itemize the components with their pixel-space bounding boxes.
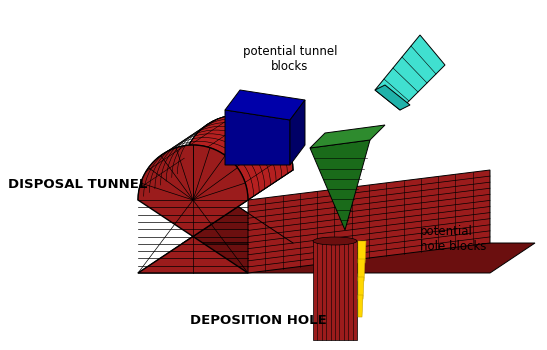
Polygon shape (248, 170, 490, 273)
Polygon shape (138, 145, 248, 273)
Polygon shape (358, 295, 363, 317)
Polygon shape (138, 243, 535, 273)
Text: DISPOSAL TUNNEL: DISPOSAL TUNNEL (8, 178, 147, 191)
Ellipse shape (313, 237, 357, 245)
Text: potential
hole blocks: potential hole blocks (420, 225, 486, 253)
Text: DEPOSITION HOLE: DEPOSITION HOLE (190, 314, 327, 327)
Polygon shape (358, 259, 365, 281)
Polygon shape (310, 125, 385, 148)
Polygon shape (358, 241, 366, 263)
Polygon shape (310, 140, 370, 230)
Polygon shape (225, 90, 305, 120)
Polygon shape (225, 110, 290, 165)
Polygon shape (290, 100, 305, 165)
Polygon shape (183, 115, 293, 243)
Polygon shape (358, 277, 364, 299)
Polygon shape (375, 35, 445, 110)
Polygon shape (375, 85, 410, 110)
Polygon shape (313, 241, 357, 340)
Text: potential tunnel
blocks: potential tunnel blocks (243, 45, 337, 73)
Polygon shape (138, 115, 293, 200)
